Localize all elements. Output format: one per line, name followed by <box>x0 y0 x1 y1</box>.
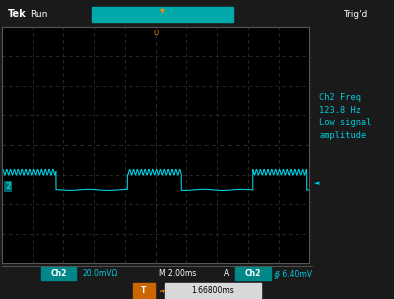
Text: ◄: ◄ <box>314 180 319 186</box>
Text: 20.0mVΩ: 20.0mVΩ <box>82 269 118 278</box>
Text: ∯ 6.40mV: ∯ 6.40mV <box>275 269 312 278</box>
Text: Ch2 Freq
123.8 Hz
Low signal
amplitude: Ch2 Freq 123.8 Hz Low signal amplitude <box>320 93 372 140</box>
Text: A: A <box>223 269 229 278</box>
Text: Ch2: Ch2 <box>245 269 261 278</box>
Text: M 2.00ms: M 2.00ms <box>159 269 196 278</box>
Bar <box>92 7 233 22</box>
Text: 1.66800ms: 1.66800ms <box>191 286 234 295</box>
Text: ▾: ▾ <box>160 5 164 15</box>
Bar <box>133 283 155 298</box>
Text: Tek: Tek <box>8 9 27 19</box>
Text: Run: Run <box>30 10 48 19</box>
Bar <box>41 267 76 280</box>
Bar <box>235 267 271 280</box>
Text: U: U <box>153 30 158 36</box>
Text: Trig'd: Trig'd <box>343 10 368 19</box>
Text: Ch2: Ch2 <box>50 269 67 278</box>
Bar <box>165 283 261 298</box>
Text: •▾: •▾ <box>158 288 165 293</box>
Text: 2: 2 <box>5 182 11 191</box>
Text: T: T <box>141 286 147 295</box>
